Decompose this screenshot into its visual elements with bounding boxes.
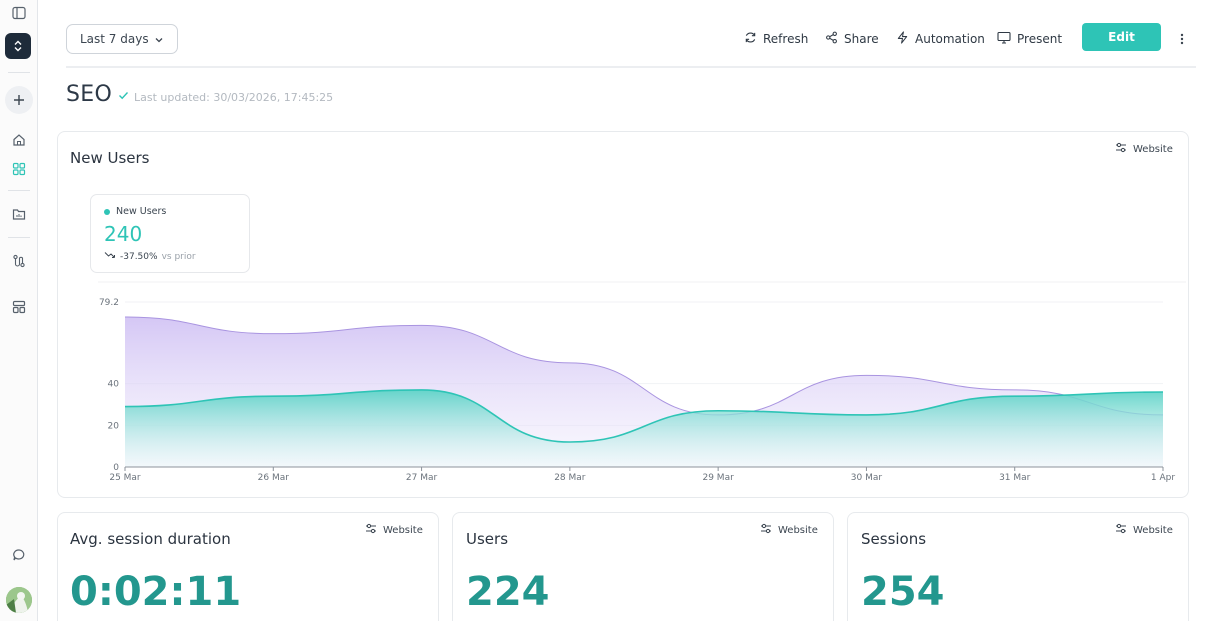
edit-button[interactable]: Edit	[1082, 23, 1161, 51]
dashboards-icon[interactable]	[7, 157, 31, 181]
check-icon	[118, 90, 129, 104]
refresh-icon	[744, 31, 757, 47]
metric-value: 224	[466, 569, 550, 615]
metric-value: 254	[861, 569, 945, 615]
last-updated-text: Last updated: 30/03/2026, 17:45:25	[134, 90, 334, 104]
series-line-prior	[124, 316, 1164, 416]
metric-title: Sessions	[861, 530, 927, 548]
metric-card-avg-session-duration: Avg. session duration Website 0:02:11	[57, 512, 439, 621]
sidebar	[0, 0, 38, 621]
share-label: Share	[844, 32, 879, 46]
page-title: SEO	[66, 82, 113, 107]
sidebar-divider	[8, 237, 30, 238]
chat-icon[interactable]	[7, 543, 31, 567]
toggle-sidebar-icon[interactable]	[7, 1, 31, 25]
home-icon[interactable]	[7, 128, 31, 152]
metric-card-sessions: Sessions Website 254	[847, 512, 1189, 621]
filter-icon	[1115, 142, 1127, 156]
chevron-down-icon	[154, 34, 164, 48]
x-tick-label: 27 Mar	[406, 473, 438, 483]
source-filter-label: Website	[1133, 524, 1173, 536]
new-users-area-chart: 0 20 40 79.2 25 Mar 26 Mar 27 Mar 28 Mar 29 Mar 3…	[98, 281, 1186, 483]
metric-title: Users	[466, 530, 509, 548]
x-tick-label: 25 Mar	[109, 473, 141, 483]
kpi-change-suffix: vs prior	[161, 251, 196, 262]
source-filter-label: Website	[383, 524, 423, 536]
sidebar-divider	[8, 190, 30, 191]
date-range-value: Last 7 days	[80, 32, 149, 46]
x-tick-label: 26 Mar	[258, 473, 290, 483]
filter-icon	[1115, 523, 1127, 537]
refresh-label: Refresh	[763, 32, 809, 46]
x-tick-label: 28 Mar	[554, 473, 586, 483]
kpi-label: New Users	[116, 206, 167, 217]
trend-down-icon	[104, 251, 116, 262]
automation-label: Automation	[915, 32, 985, 46]
x-tick-label: 31 Mar	[999, 473, 1031, 483]
source-filter-button[interactable]: Website	[760, 523, 818, 537]
metric-title: Avg. session duration	[70, 530, 231, 548]
kpi-summary: New Users 240 -37.50% vs prior	[90, 194, 250, 273]
source-filter-label: Website	[778, 524, 818, 536]
x-tick-label: 29 Mar	[702, 473, 734, 483]
kpi-legend: New Users	[104, 206, 166, 217]
x-tick-label: 30 Mar	[851, 473, 883, 483]
source-filter-button[interactable]: Website	[1115, 142, 1173, 156]
share-icon	[825, 31, 838, 47]
series-area-new-users	[125, 389, 1163, 467]
reports-folder-icon[interactable]	[7, 202, 31, 226]
more-options-icon[interactable]	[1174, 29, 1190, 49]
sidebar-divider	[8, 72, 30, 73]
kpi-value: 240	[104, 222, 143, 246]
source-filter-button[interactable]: Website	[365, 523, 423, 537]
source-filter-label: Website	[1133, 143, 1173, 155]
y-tick-label: 0	[113, 463, 119, 473]
kpi-change-value: -37.50%	[120, 251, 158, 262]
present-button[interactable]: Present	[997, 29, 1062, 49]
automation-button[interactable]: Automation	[896, 29, 985, 49]
kpi-change: -37.50% vs prior	[104, 251, 196, 262]
present-label: Present	[1017, 32, 1063, 46]
refresh-button[interactable]: Refresh	[744, 29, 808, 49]
y-tick-label: 20	[108, 421, 120, 431]
y-tick-label: 40	[108, 380, 120, 390]
avatar[interactable]	[6, 587, 32, 613]
templates-icon[interactable]	[7, 295, 31, 319]
workspace-switcher-button[interactable]	[5, 33, 31, 59]
card-title: New Users	[70, 149, 150, 167]
metric-value: 0:02:11	[70, 569, 242, 615]
last-updated: Last updated: 30/03/2026, 17:45:25	[118, 90, 333, 104]
x-tick-label: 1 Apr	[1151, 473, 1175, 483]
source-filter-button[interactable]: Website	[1115, 523, 1173, 537]
edit-label: Edit	[1108, 30, 1135, 44]
header-divider	[66, 66, 1196, 68]
date-range-select[interactable]: Last 7 days	[66, 24, 178, 54]
share-button[interactable]: Share	[825, 29, 879, 49]
lightning-icon	[896, 31, 909, 47]
filter-icon	[760, 523, 772, 537]
add-button[interactable]	[5, 86, 33, 114]
metric-card-users: Users Website 224	[452, 512, 834, 621]
series-line-new-users	[124, 389, 1164, 443]
filter-icon	[365, 523, 377, 537]
integrations-icon[interactable]	[7, 249, 31, 273]
monitor-icon	[997, 31, 1011, 47]
y-tick-label: 79.2	[99, 298, 119, 308]
series-dot	[104, 208, 110, 215]
